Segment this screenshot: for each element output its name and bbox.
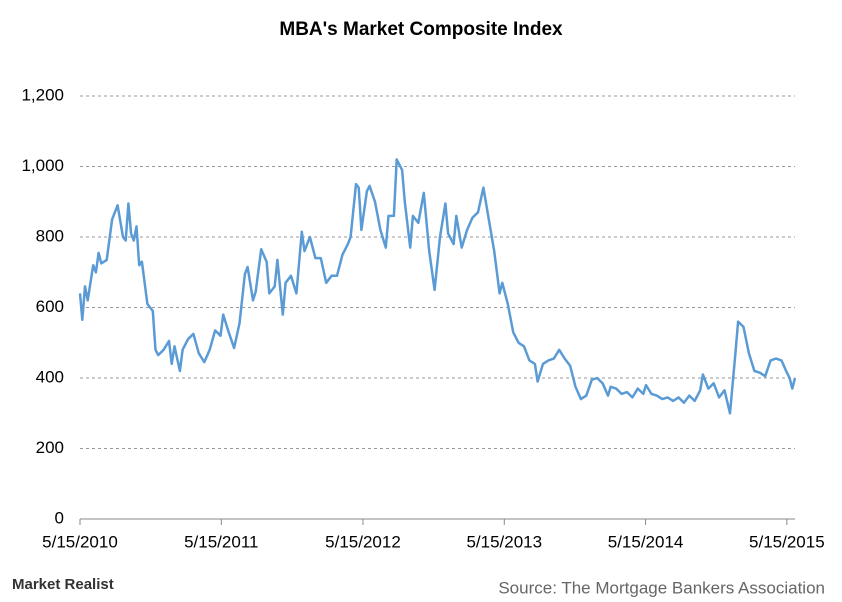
x-tick-label: 5/15/2011 xyxy=(184,532,258,551)
x-tick-label: 5/15/2013 xyxy=(466,532,542,551)
source: Source: The Mortgage Bankers Association xyxy=(498,578,825,597)
y-tick-label: 1,000 xyxy=(21,156,64,175)
line xyxy=(78,158,797,415)
y-tick-label: 200 xyxy=(36,438,64,457)
y-tick-label: 1,200 xyxy=(21,85,64,104)
x-tick-label: 5/15/2015 xyxy=(749,532,825,551)
x-tick-label: 5/15/2010 xyxy=(42,532,118,551)
x-tick-label: 5/15/2012 xyxy=(325,532,401,551)
y-tick-label: 600 xyxy=(36,297,64,316)
y-tick-label: 400 xyxy=(36,367,64,386)
chart-title: MBA's Market Composite Index xyxy=(279,19,563,40)
x-tick-label: 5/15/2014 xyxy=(608,532,684,551)
brand: Market Realist xyxy=(12,576,114,593)
y-tick-label: 800 xyxy=(36,226,64,245)
y-tick-label: 0 xyxy=(55,508,64,527)
